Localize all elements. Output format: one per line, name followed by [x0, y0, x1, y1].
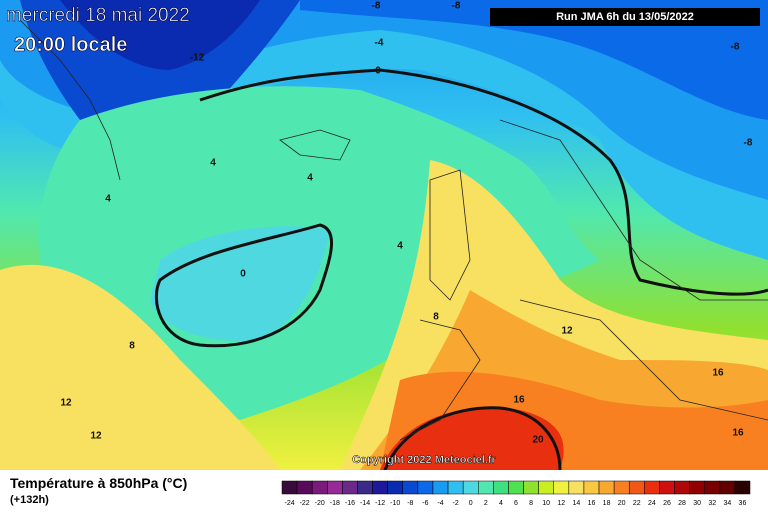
- colorbar-label: 12: [557, 500, 565, 507]
- contour-label: 12: [561, 326, 573, 337]
- colorbar-label: 4: [499, 500, 503, 507]
- colorbar-cell: [417, 480, 434, 495]
- colorbar-label: -22: [300, 500, 310, 507]
- colorbar-cell: [583, 480, 600, 495]
- colorbar-cell: [432, 480, 449, 495]
- lead-time: (+132h): [10, 494, 49, 506]
- colorbar-label: 26: [663, 500, 671, 507]
- contour-label: 4: [397, 241, 403, 252]
- colorbar-label: 8: [529, 500, 533, 507]
- colorbar-label: -16: [345, 500, 355, 507]
- date-title: mercredi 18 mai 2022: [6, 5, 190, 26]
- contour-label: 16: [513, 395, 525, 406]
- contour-label: -8: [744, 138, 753, 149]
- colorbar-cell: [523, 480, 539, 495]
- contour-label: -8: [452, 1, 461, 12]
- contours: [154, 68, 768, 471]
- colorbar-label: 16: [588, 500, 596, 507]
- colorbar-cell: [613, 480, 630, 495]
- contour-label: 4: [105, 194, 111, 205]
- colorbar-label: 10: [542, 500, 550, 507]
- colorbar-cell: [357, 480, 373, 495]
- colorbar: -24 -22 -20 -18 -16 -14 -12 -10 -8 -6 -4 -2 0 2 4 6 8 10 1…: [281, 480, 751, 507]
- colorbar-label: 2: [484, 500, 488, 507]
- colorbar-label: 34: [723, 500, 731, 507]
- contour-label: 4: [210, 158, 216, 169]
- contour-label: 0: [240, 269, 246, 280]
- colorbar-label: 36: [739, 500, 747, 507]
- colorbar-cell: [342, 480, 358, 495]
- contour-label: 0: [375, 66, 381, 77]
- colorbar-label: -2: [452, 500, 458, 507]
- colorbar-cell: [478, 480, 494, 495]
- temperature-field: [0, 0, 768, 470]
- colorbar-cell: [296, 480, 313, 495]
- contour-label: -8: [372, 1, 381, 12]
- colorbar-cell: [508, 480, 524, 495]
- contour-label: 8: [433, 312, 439, 323]
- colorbar-cell: [538, 480, 554, 495]
- colorbar-label: 24: [648, 500, 656, 507]
- colorbar-cell: [719, 480, 736, 495]
- contour-label: -12: [190, 53, 205, 64]
- colorbar-cell: [644, 480, 660, 495]
- contour-label: 16: [712, 368, 724, 379]
- colorbar-cell: [402, 480, 419, 495]
- colorbar-cell: [493, 480, 509, 495]
- contour-label: 16: [732, 428, 744, 439]
- colorbar-cell: [447, 480, 464, 495]
- contour-label: -8: [731, 42, 740, 53]
- run-banner: [490, 8, 760, 26]
- contour-label: 8: [129, 341, 135, 352]
- colorbar-cell: [553, 480, 570, 495]
- colorbar-label: 22: [633, 500, 641, 507]
- colorbar-cell: [372, 480, 388, 495]
- colorbar-cell: [628, 480, 645, 495]
- colorbar-cell: [734, 480, 751, 495]
- run-info: Run JMA 6h du 13/05/2022: [556, 11, 694, 23]
- contour-label: 4: [307, 173, 313, 184]
- colorbar-label: 20: [618, 500, 626, 507]
- colorbar-cell: [281, 480, 298, 495]
- colorbar-label: -20: [315, 500, 325, 507]
- colorbar-label: 28: [678, 500, 686, 507]
- colorbar-cell: [598, 480, 615, 495]
- contour-labels: -8 -8 -4 0 -12 -8 -8 4 4 4 0 4 8 8 12 12 12 16 16 16 20: [60, 1, 752, 446]
- colorbar-cell: [674, 480, 690, 495]
- colorbar-cell: [462, 480, 479, 495]
- colorbar-cell: [387, 480, 404, 495]
- contour-label: 12: [90, 431, 102, 442]
- colorbar-label: 32: [708, 500, 716, 507]
- colorbar-label: -14: [360, 500, 370, 507]
- coastlines: [19, 19, 768, 441]
- time-title: 20:00 locale: [14, 34, 127, 56]
- colorbar-label: -10: [390, 500, 400, 507]
- colorbar-cell: [659, 480, 675, 495]
- copyright: Copyright 2022 Meteociel.fr: [352, 454, 496, 466]
- colorbar-label: -18: [330, 500, 340, 507]
- contour-label: 20: [532, 435, 544, 446]
- colorbar-label: -8: [407, 500, 413, 507]
- colorbar-label: -4: [437, 500, 443, 507]
- colorbar-cell: [568, 480, 585, 495]
- colorbar-label: 30: [693, 500, 701, 507]
- colorbar-label: 18: [603, 500, 611, 507]
- colorbar-cell: [311, 480, 328, 495]
- colorbar-cell: [689, 480, 705, 495]
- colorbar-label: -24: [284, 500, 294, 507]
- colorbar-label: -12: [375, 500, 385, 507]
- contour-label: -4: [375, 38, 384, 49]
- colorbar-label: 14: [572, 500, 580, 507]
- colorbar-label: -6: [422, 500, 428, 507]
- legend-title: Température à 850hPa (°C): [10, 475, 187, 491]
- colorbar-label: 0: [469, 500, 473, 507]
- contour-label: 12: [60, 398, 72, 409]
- colorbar-cell: [327, 480, 343, 495]
- colorbar-cell: [704, 480, 721, 495]
- colorbar-label: 6: [514, 500, 518, 507]
